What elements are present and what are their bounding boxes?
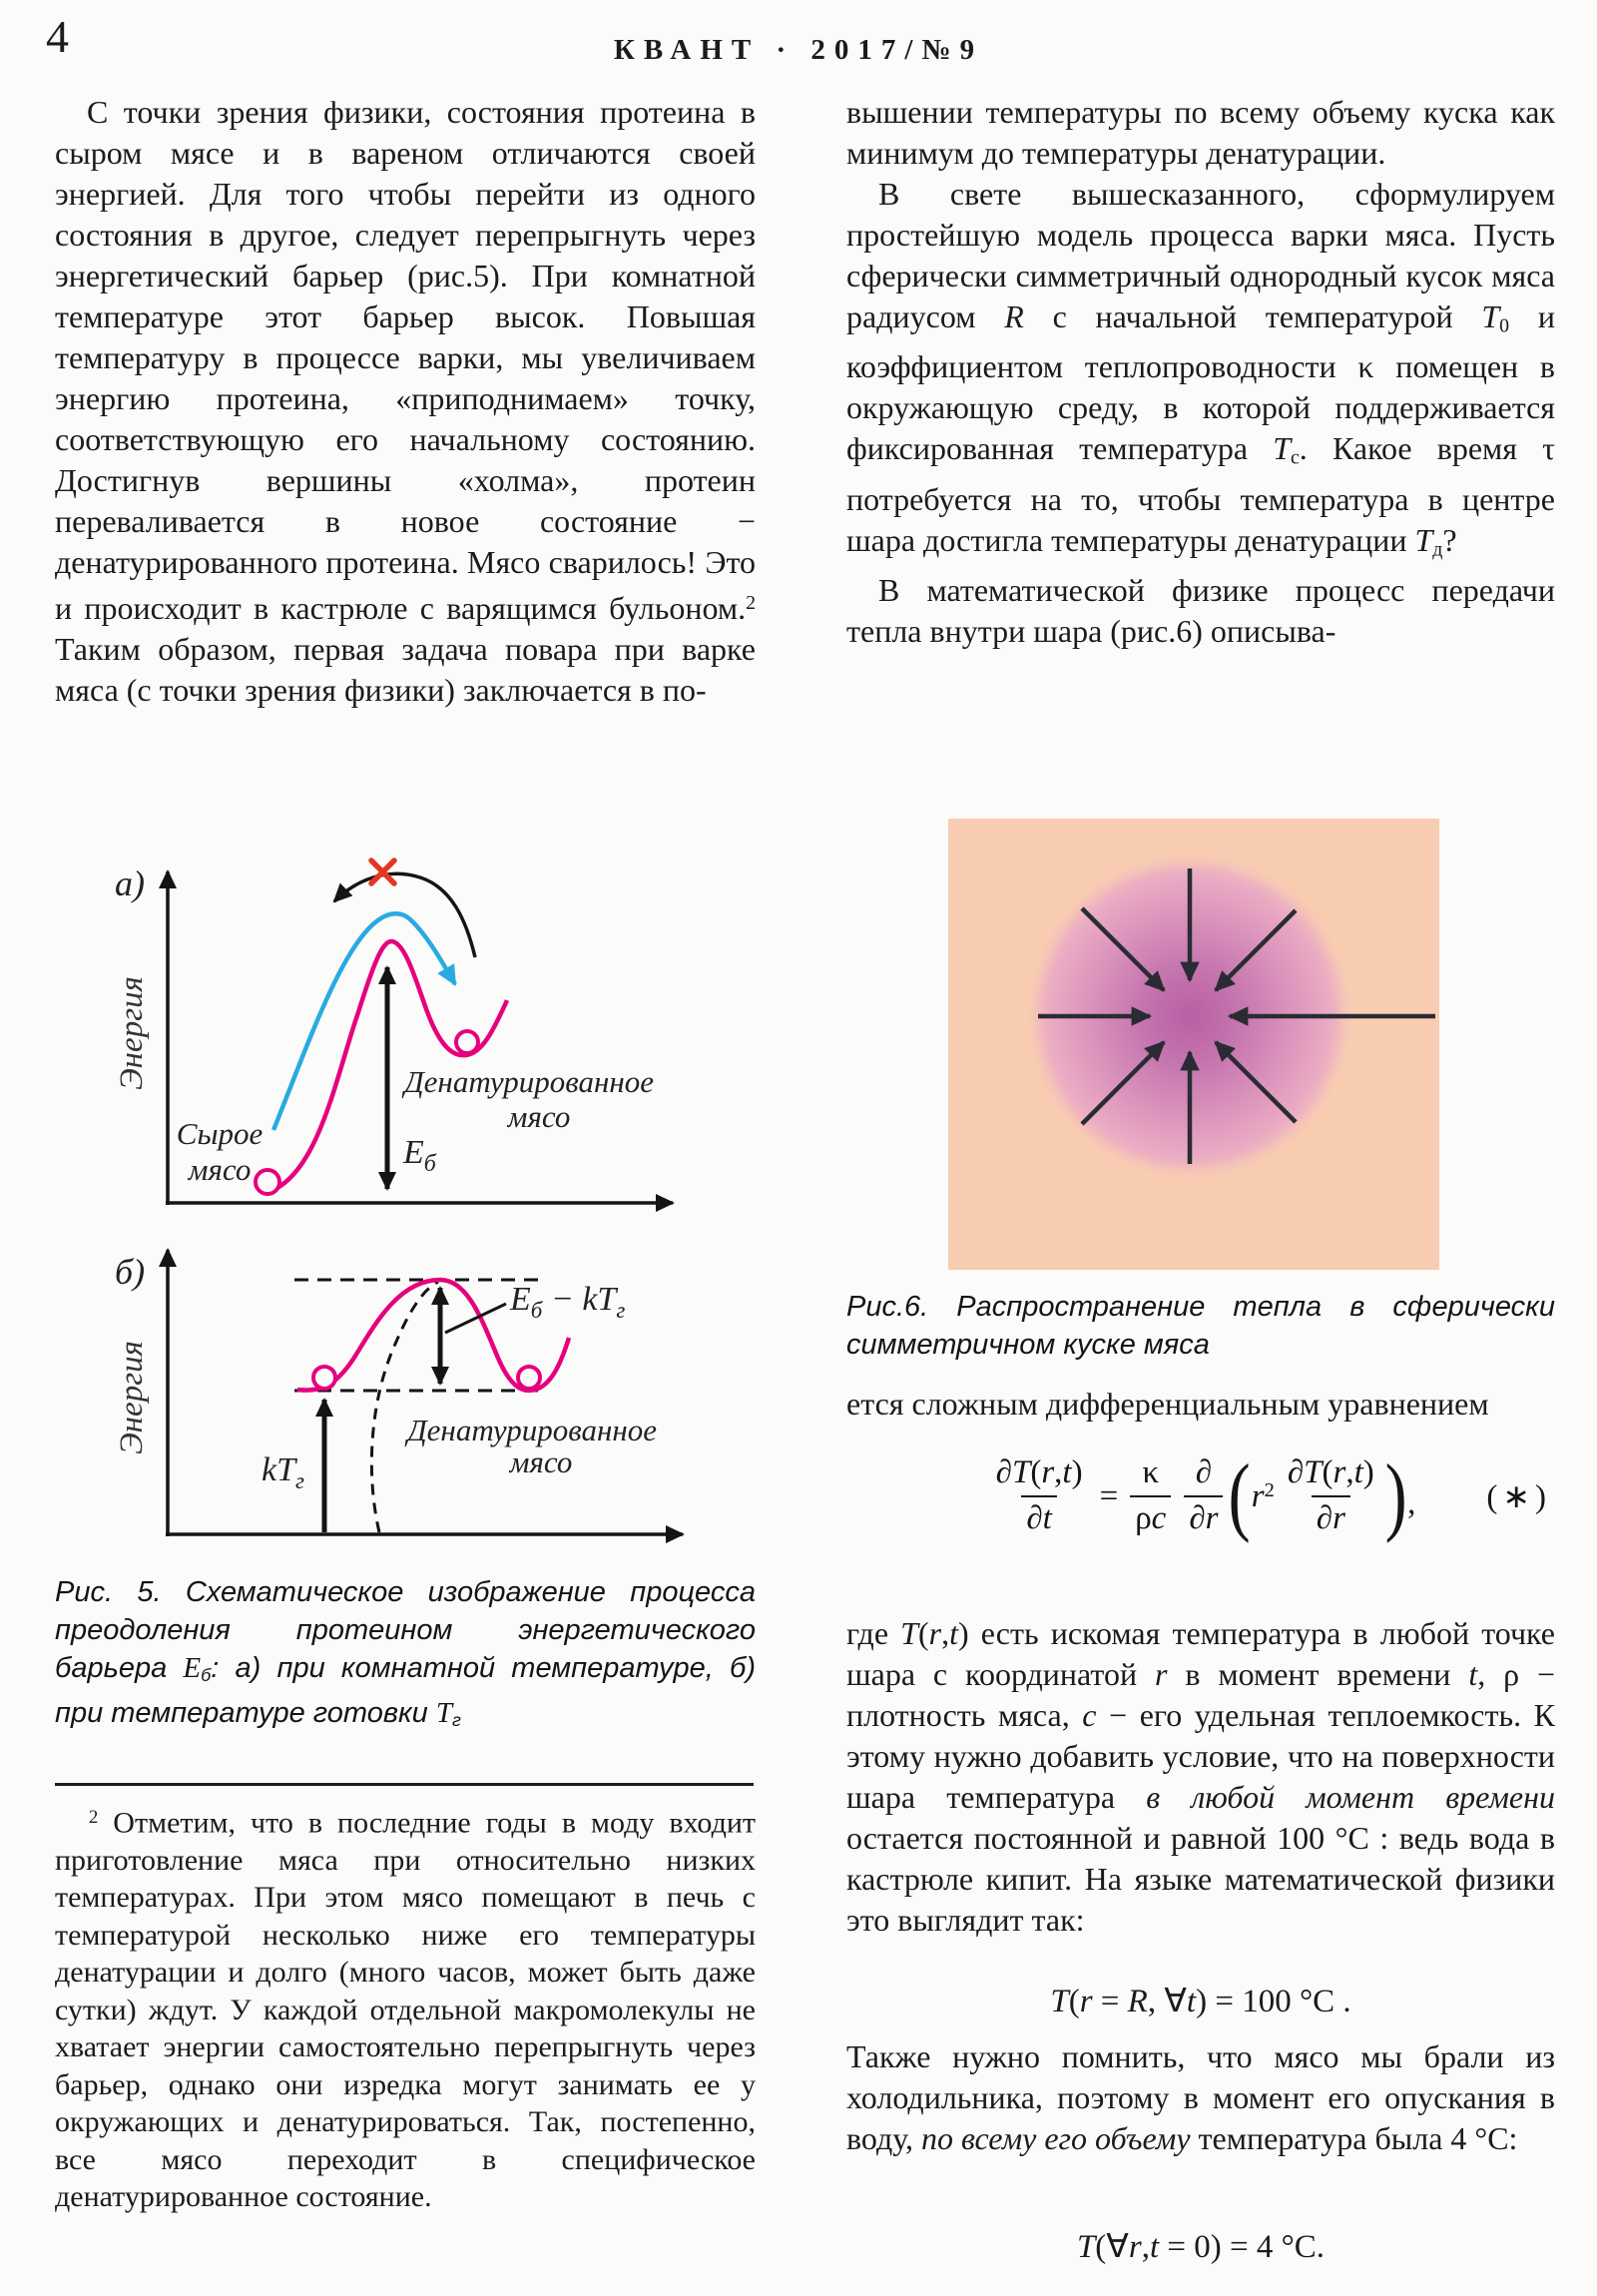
figure-5a-energy-diagram: а) Энергия Сырое мясо Денатурированное м…	[114, 858, 675, 1212]
panel-label-b: б)	[115, 1252, 145, 1292]
svg-text:мясо: мясо	[509, 1444, 573, 1479]
open-paren: (	[1229, 1447, 1252, 1544]
transition-path-blue	[270, 911, 457, 1131]
protein-ball-denatured	[454, 1029, 480, 1055]
eq-inner-fraction: ∂T(r,t) ∂r	[1287, 1454, 1374, 1536]
panel-label-a: а)	[115, 863, 145, 903]
figure-6-caption: Рис.6. Распространение тепла в сферическ…	[846, 1291, 1564, 1361]
eq-derivative-operator: ∂ ∂r	[1184, 1454, 1224, 1538]
footnote: 2 Отметим, что в последние годы в моду в…	[55, 1806, 764, 2214]
heat-arrow-northeast	[1214, 908, 1298, 992]
energy-curve-room-temp	[265, 938, 510, 1196]
page-number: 4	[46, 11, 69, 62]
protein-ball-left	[311, 1365, 337, 1391]
y-axis-label: Энергия	[114, 976, 150, 1090]
body-paragraph: где T(r,t) есть искомая температура в лю…	[846, 1615, 1564, 1938]
label-leader-line	[444, 1302, 507, 1335]
left-column: С точки зрения физики, состояния протеин…	[55, 92, 756, 711]
body-paragraph: ется сложным дифференциальным уравнением	[846, 1386, 1489, 1422]
barrier-energy-label: Eб	[402, 1134, 437, 1177]
figure-6-heat-sphere	[948, 819, 1439, 1270]
energy-curve-cooking-temp	[296, 1277, 572, 1394]
protein-ball-right	[516, 1365, 542, 1391]
protein-ball-raw	[254, 1168, 281, 1196]
right-column: вышении температуры по всему объему куск…	[846, 92, 1555, 652]
svg-text:мясо: мясо	[188, 1152, 252, 1187]
denatured-meat-label: Денатурированное	[404, 1413, 657, 1447]
eq-lhs-fraction: ∂T(r,t) ∂t	[995, 1454, 1083, 1536]
equation-tag: (∗)	[1486, 1479, 1551, 1515]
body-paragraph: С точки зрения физики, состояния протеин…	[55, 94, 764, 708]
journal-header: КВАНТ · 2017/№9	[613, 34, 984, 66]
barrier-minus-kt-label: Eб − kTг	[509, 1281, 625, 1323]
y-axis-label: Энергия	[114, 1341, 150, 1454]
denatured-meat-label: Денатурированное	[401, 1064, 654, 1099]
body-paragraph: В математической физике процесс передачи…	[846, 572, 1563, 650]
svg-text:мясо: мясо	[507, 1099, 571, 1134]
boundary-condition-equation: T(r = R, ∀t) = 100 °C .	[1050, 1984, 1351, 2019]
heat-arrow-southeast	[1214, 1040, 1298, 1124]
eq-coefficient-fraction: κ ρc	[1130, 1454, 1172, 1538]
r-squared: r2	[1251, 1477, 1275, 1514]
heat-arrow-southwest	[1080, 1040, 1166, 1126]
red-cross-icon	[368, 858, 397, 886]
footnote-separator	[55, 1783, 754, 1786]
body-paragraph: Также нужно помнить, что мясо мы брали и…	[846, 2038, 1563, 2156]
raw-meat-label: Сырое	[177, 1116, 264, 1151]
kt-arrow-label: kTг	[262, 1451, 304, 1493]
initial-condition-equation: T(∀r,t = 0) = 4 °C.	[1076, 2229, 1326, 2265]
blocked-path-arc	[332, 871, 477, 958]
figure-5b-energy-diagram: б) Энергия Eб − kTг kTг Денатурированное…	[114, 1248, 685, 1543]
body-paragraph: вышении температуры по всему объему куск…	[846, 94, 1563, 171]
close-paren: )	[1384, 1447, 1407, 1544]
equals-sign: =	[1099, 1477, 1119, 1514]
heat-arrow-northwest	[1080, 906, 1166, 992]
heat-flow-arrows	[1038, 868, 1435, 1164]
figure-5-caption: Рис. 5. Схематическое изображение процес…	[55, 1576, 765, 1730]
body-paragraph: В свете вышесказанного, сформулируем про…	[846, 176, 1563, 561]
heat-equation: ∂T(r,t) ∂t = κ ρc ∂ ∂r ( r2 ∂T(r,t) ∂r )…	[846, 1452, 1555, 1540]
old-barrier-dashed-curve	[369, 1280, 439, 1533]
